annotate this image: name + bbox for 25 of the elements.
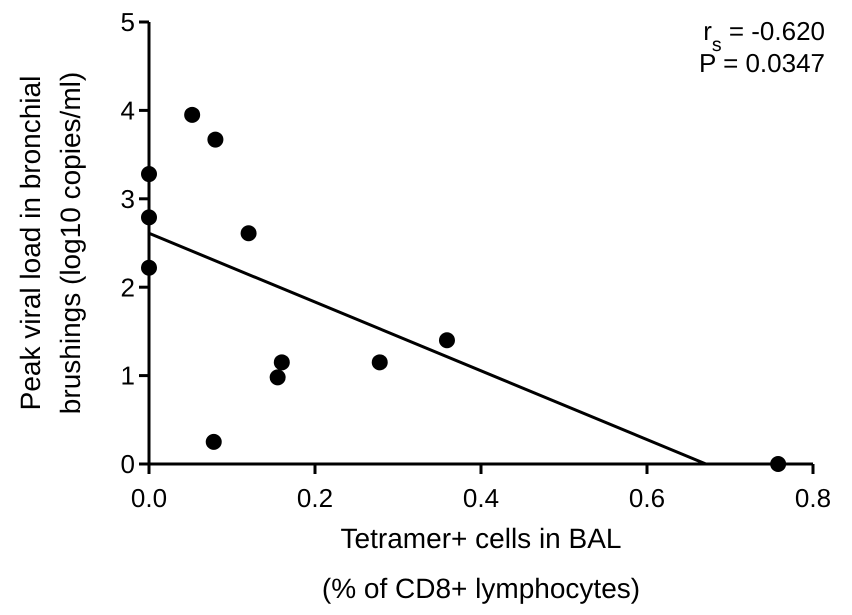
point <box>372 354 388 370</box>
point <box>274 354 290 370</box>
y-axis-title: Peak viral load in bronchial brushings (log10 copies/ml) <box>15 72 86 414</box>
point <box>206 434 222 450</box>
point <box>270 369 286 386</box>
y-tick-label: 1 <box>120 360 135 391</box>
point <box>438 332 455 348</box>
point <box>770 456 786 472</box>
y-tick-label: 3 <box>120 184 135 214</box>
x-tick-label: 0.6 <box>628 483 666 513</box>
point <box>141 209 157 226</box>
y-tick-label: 5 <box>120 7 135 38</box>
x-tick-label: 0.2 <box>296 483 334 513</box>
y-tick-label: 4 <box>120 96 135 126</box>
point <box>141 166 157 182</box>
point <box>141 260 157 276</box>
x-axis-title: Tetramer+ cells in BAL (% of CD8+ lymphocytes) <box>322 523 640 604</box>
y-tick-label: 0 <box>120 449 135 480</box>
point <box>240 225 257 242</box>
x-tick-label: 0.8 <box>794 483 832 513</box>
y-tick-label: 2 <box>120 272 135 302</box>
point <box>184 106 200 123</box>
x-tick-label: 0.4 <box>462 483 500 513</box>
point <box>207 132 224 148</box>
x-tick-label: 0.0 <box>130 483 168 513</box>
